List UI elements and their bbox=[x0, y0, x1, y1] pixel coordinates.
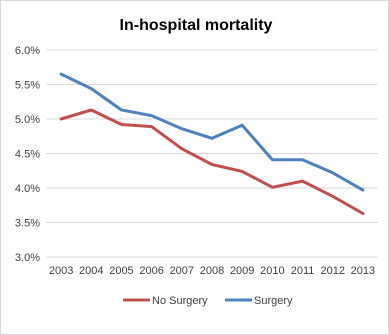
series-lines bbox=[59, 72, 365, 215]
legend: No Surgery Surgery bbox=[123, 295, 293, 307]
x-tick-label: 2011 bbox=[291, 265, 315, 277]
x-tick-label: 2008 bbox=[200, 265, 224, 277]
y-tick-label: 4.5% bbox=[15, 149, 40, 161]
x-tick-label: 2009 bbox=[230, 265, 254, 277]
x-tick-label: 2004 bbox=[79, 265, 103, 277]
y-axis: 3.0% 3.5% 4.0% 4.5% 5.0% 5.5% 6.0% bbox=[15, 45, 40, 264]
x-tick-label: 2012 bbox=[320, 265, 344, 277]
x-tick-label: 2006 bbox=[139, 265, 163, 277]
x-tick-label: 2007 bbox=[170, 265, 194, 277]
legend-label-surgery: Surgery bbox=[254, 295, 293, 307]
y-tick-label: 4.0% bbox=[15, 183, 40, 195]
series-line-no-surgery bbox=[59, 108, 365, 215]
y-tick-label: 3.0% bbox=[15, 252, 40, 264]
y-tick-label: 5.5% bbox=[15, 80, 40, 92]
x-axis: 2003 2004 2005 2006 2007 2008 2009 2010 2011 2012… bbox=[49, 265, 375, 277]
x-tick-label: 2003 bbox=[49, 265, 73, 277]
gridlines bbox=[46, 49, 378, 258]
x-tick-label: 2005 bbox=[109, 265, 133, 277]
x-tick-label: 2010 bbox=[260, 265, 284, 277]
y-tick-label: 3.5% bbox=[15, 218, 40, 230]
legend-label-no-surgery: No Surgery bbox=[152, 295, 208, 307]
chart-title: In-hospital mortality bbox=[120, 17, 273, 34]
y-tick-label: 5.0% bbox=[15, 114, 40, 126]
series-line-surgery bbox=[59, 72, 365, 192]
x-tick-label: 2013 bbox=[351, 265, 375, 277]
y-tick-label: 6.0% bbox=[15, 45, 40, 57]
